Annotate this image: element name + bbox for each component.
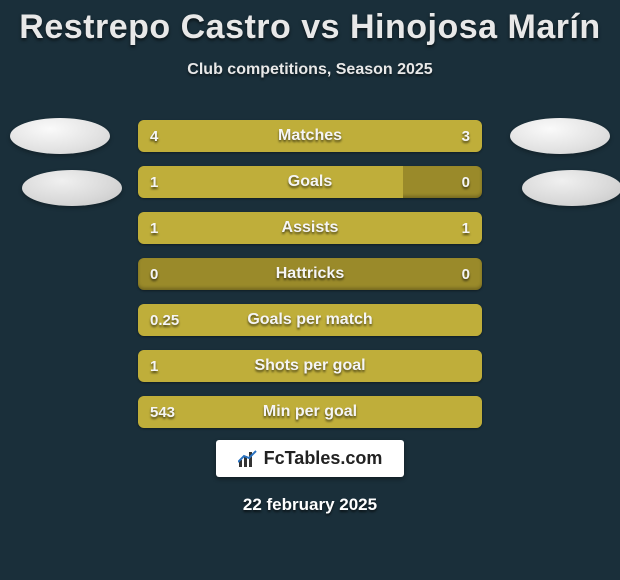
stat-row: 1Shots per goal bbox=[138, 350, 482, 382]
stat-row: 1Assists1 bbox=[138, 212, 482, 244]
chart-icon bbox=[238, 450, 258, 468]
stat-row: 1Goals0 bbox=[138, 166, 482, 198]
page-subtitle: Club competitions, Season 2025 bbox=[0, 61, 620, 79]
page-title: Restrepo Castro vs Hinojosa Marín bbox=[0, 8, 620, 47]
header: Restrepo Castro vs Hinojosa Marín Club c… bbox=[0, 0, 620, 79]
stat-row: 0.25Goals per match bbox=[138, 304, 482, 336]
stat-label: Assists bbox=[138, 212, 482, 244]
brand-text: FcTables.com bbox=[264, 448, 383, 469]
footer: FcTables.com 22 february 2025 bbox=[0, 440, 620, 515]
stat-label: Hattricks bbox=[138, 258, 482, 290]
stat-value-right: 0 bbox=[462, 166, 470, 198]
brand-badge: FcTables.com bbox=[216, 440, 405, 477]
stat-label: Goals bbox=[138, 166, 482, 198]
stat-row: 543Min per goal bbox=[138, 396, 482, 428]
stat-label: Shots per goal bbox=[138, 350, 482, 382]
player-left-photo-2 bbox=[22, 170, 122, 206]
stat-label: Goals per match bbox=[138, 304, 482, 336]
stat-value-right: 0 bbox=[462, 258, 470, 290]
stat-label: Min per goal bbox=[138, 396, 482, 428]
player-left-photo-1 bbox=[10, 118, 110, 154]
stat-bars: 4Matches31Goals01Assists10Hattricks00.25… bbox=[138, 120, 482, 442]
stat-row: 0Hattricks0 bbox=[138, 258, 482, 290]
stat-value-right: 3 bbox=[462, 120, 470, 152]
date-label: 22 february 2025 bbox=[0, 495, 620, 515]
stat-label: Matches bbox=[138, 120, 482, 152]
player-right-photo-1 bbox=[510, 118, 610, 154]
stat-value-right: 1 bbox=[462, 212, 470, 244]
stat-row: 4Matches3 bbox=[138, 120, 482, 152]
player-right-photo-2 bbox=[522, 170, 620, 206]
